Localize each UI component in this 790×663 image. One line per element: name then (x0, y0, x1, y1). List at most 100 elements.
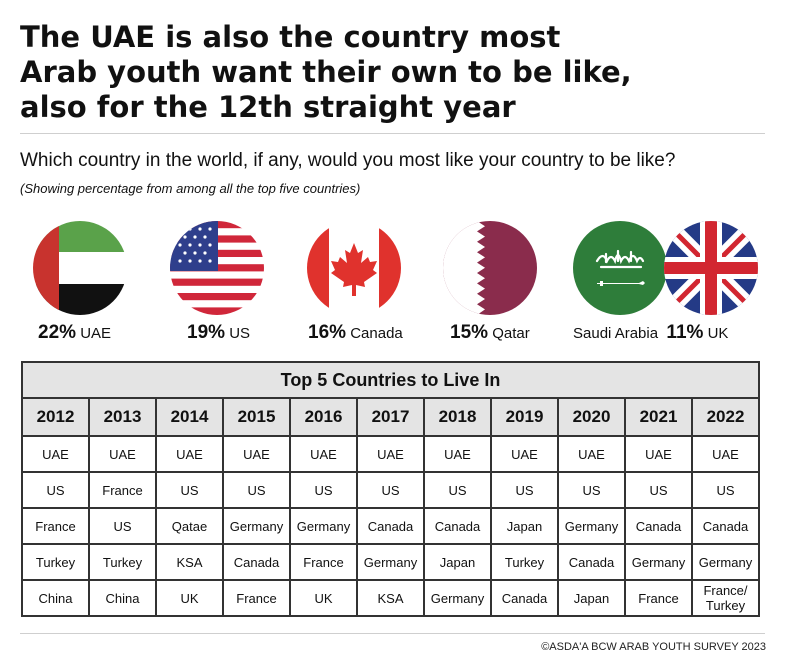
table-cell: France (289, 543, 358, 581)
page-title: The UAE is also the country most Arab yo… (20, 20, 740, 125)
table-cell: US (490, 471, 559, 509)
table-cell: Japan (423, 543, 492, 581)
year-header: 2015 (222, 397, 291, 437)
table-cell: France (222, 579, 291, 617)
table-cell: France (88, 471, 157, 509)
table-row: China China UK France UK KSA Germany Canada Japa… (21, 579, 760, 617)
table-cell: UAE (21, 435, 90, 473)
table-cell: Japan (557, 579, 626, 617)
table-cell: France (624, 579, 693, 617)
year-header: 2018 (423, 397, 492, 437)
survey-question: Which country in the world, if any, woul… (20, 150, 676, 171)
country-share-label: 16% Canada (308, 322, 403, 344)
table-cell: Canada (423, 507, 492, 545)
table-cell: UAE (691, 435, 760, 473)
table-cell: US (88, 507, 157, 545)
country-name: Qatar (492, 325, 530, 342)
table-cell: UAE (88, 435, 157, 473)
year-header: 2017 (356, 397, 425, 437)
table-cell: Canada (490, 579, 559, 617)
table-cell: US (624, 471, 693, 509)
table-cell: Canada (557, 543, 626, 581)
table-cell: KSA (356, 579, 425, 617)
table-cell: Germany (624, 543, 693, 581)
year-header: 2014 (155, 397, 224, 437)
us-flag-icon (170, 221, 264, 315)
year-header: 2022 (691, 397, 760, 437)
table-cell: US (155, 471, 224, 509)
table-cell: France/ Turkey (691, 579, 760, 617)
survey-note: (Showing percentage from among all the t… (20, 181, 361, 196)
table-cell: KSA (155, 543, 224, 581)
top5-table: Top 5 Countries to Live In 2012 2013 201… (21, 361, 760, 617)
table-cell: UAE (490, 435, 559, 473)
country-name: Canada (350, 325, 403, 342)
country-share-label: 19% US (187, 322, 250, 344)
table-cell: Germany (423, 579, 492, 617)
table-cell: Turkey (490, 543, 559, 581)
year-header: 2012 (21, 397, 90, 437)
table-title: Top 5 Countries to Live In (21, 361, 760, 399)
year-header: 2019 (490, 397, 559, 437)
table-cell: Japan (490, 507, 559, 545)
table-cell: UAE (289, 435, 358, 473)
year-header: 2013 (88, 397, 157, 437)
qatar-flag-icon (443, 221, 537, 315)
share-value: 16% (308, 322, 347, 343)
year-header: 2020 (557, 397, 626, 437)
share-value: 15% (450, 322, 489, 343)
country-share-label: Saudi Arabia 11% UK (573, 322, 728, 344)
table-cell: US (289, 471, 358, 509)
table-cell: Canada (691, 507, 760, 545)
table-cell: US (557, 471, 626, 509)
country-name: UK (707, 325, 729, 342)
year-header: 2016 (289, 397, 358, 437)
table-body: UAE UAE UAE UAE UAE UAE UAE UAE UAE UAE UAE US Franc… (21, 435, 760, 617)
table-cell: UAE (423, 435, 492, 473)
table-row: France US Qatae Germany Germany Canada Canada J… (21, 507, 760, 545)
table-cell: UK (155, 579, 224, 617)
source-credit: ©ASDA'A BCW ARAB YOUTH SURVEY 2023 (541, 641, 766, 653)
title-line: The UAE is also the country most (20, 20, 561, 54)
table-cell: US (691, 471, 760, 509)
table-cell: UAE (222, 435, 291, 473)
table-cell: UAE (557, 435, 626, 473)
country-name: US (229, 325, 251, 342)
table-cell: US (21, 471, 90, 509)
title-line: Arab youth want their own to be like, (20, 55, 632, 89)
table-cell: Canada (356, 507, 425, 545)
table-row: Turkey Turkey KSA Canada France Germany Japan T… (21, 543, 760, 581)
country-name: UAE (80, 325, 112, 342)
table-cell: China (88, 579, 157, 617)
table-cell: Germany (691, 543, 760, 581)
canada-flag-icon (307, 221, 401, 315)
table-row: UAE UAE UAE UAE UAE UAE UAE UAE UAE UAE UAE (21, 435, 760, 473)
uae-flag-icon (33, 221, 127, 315)
table-cell: Germany (557, 507, 626, 545)
table-cell: France (21, 507, 90, 545)
year-header: 2021 (624, 397, 693, 437)
table-cell: UAE (624, 435, 693, 473)
table-cell: US (222, 471, 291, 509)
share-value: 22% (38, 322, 77, 343)
table-cell: US (423, 471, 492, 509)
divider (20, 633, 765, 634)
table-cell: UAE (155, 435, 224, 473)
table-cell: Canada (222, 543, 291, 581)
table-cell: Turkey (21, 543, 90, 581)
country-share-label: 15% Qatar (450, 322, 530, 344)
table-cell: Turkey (88, 543, 157, 581)
table-row: US France US US US US US US US US US (21, 471, 760, 509)
table-cell: Germany (289, 507, 358, 545)
table-cell: Canada (624, 507, 693, 545)
saudi-flag-icon (573, 221, 667, 315)
country-name: Saudi Arabia (573, 325, 659, 342)
table-cell: UK (289, 579, 358, 617)
table-cell: US (356, 471, 425, 509)
table-cell: UAE (356, 435, 425, 473)
table-cell: Germany (222, 507, 291, 545)
table-cell: Qatae (155, 507, 224, 545)
uk-flag-icon (664, 221, 758, 315)
title-line: also for the 12th straight year (20, 90, 516, 124)
country-share-label: 22% UAE (38, 322, 111, 344)
